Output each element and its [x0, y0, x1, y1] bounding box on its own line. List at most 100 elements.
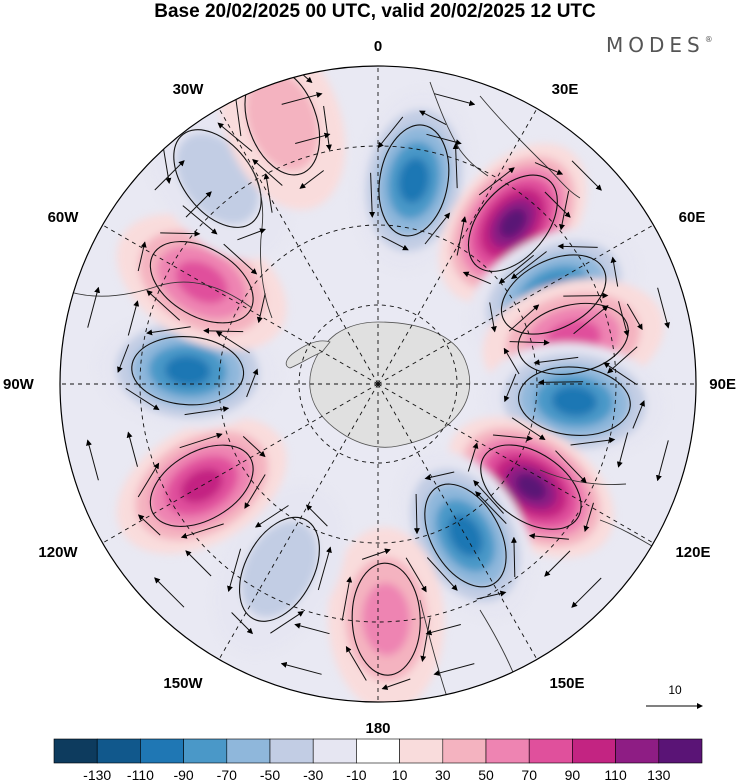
streamline-arrow [87, 286, 101, 328]
streamline-arrow [294, 622, 330, 635]
colorbar-tick-label: -130 [83, 767, 111, 783]
streamline-arrow [405, 557, 427, 593]
streamline-arrow [616, 432, 629, 468]
streamline-arrow [154, 160, 185, 191]
circulation-contour [131, 335, 245, 406]
streamline-arrow [559, 190, 570, 231]
colorbar-swatch [356, 738, 400, 764]
streamline-arrow [180, 523, 224, 539]
colorbar-tick-label: -70 [217, 767, 237, 783]
streamline-arrow [476, 590, 507, 600]
streamline-arrow [503, 347, 520, 375]
reference-vector-label: 10 [668, 683, 682, 697]
streamline-arrow [125, 387, 160, 411]
streamline-arrow [413, 493, 420, 535]
streamline-arrow [256, 293, 266, 324]
streamline-arrow [456, 216, 467, 256]
streamline-arrow [182, 205, 218, 235]
circulation-contour [467, 174, 558, 272]
streamline-arrow [270, 611, 305, 634]
streamline-arrow [240, 66, 265, 72]
streamline-arrow [571, 577, 602, 608]
streamline-arrow [557, 243, 598, 250]
colorbar-tick-label: -110 [127, 767, 154, 783]
colorbar-tick-label: 110 [604, 767, 627, 783]
colorbar-tick-label: 10 [392, 767, 408, 783]
streamline-arrow [655, 440, 669, 482]
modes-logo: MODES® [606, 33, 713, 57]
lon-label-30e: 30E [552, 81, 579, 98]
streamline-arrow [254, 505, 289, 528]
streamline-arrow [127, 300, 140, 336]
meridian-line [102, 224, 379, 385]
circulation-contour [480, 444, 582, 530]
antarctic-peninsula [285, 340, 331, 369]
streamline-arrow [341, 576, 353, 621]
colorbar-swatch [53, 738, 98, 764]
circulation-contour [424, 483, 507, 588]
streamline-arrow [217, 122, 253, 152]
streamline-arrow [203, 327, 244, 334]
circulation-contour [517, 302, 629, 375]
streamline-arrow [154, 577, 185, 608]
streamline-arrow [295, 132, 331, 144]
circulation-contour [500, 254, 607, 335]
streamline-arrow [426, 133, 462, 146]
streamline-arrow [426, 557, 458, 591]
lon-label-0: 0 [374, 38, 382, 55]
colorbar-swatch [615, 738, 660, 764]
lon-label-180: 180 [365, 720, 390, 737]
streamline-arrow [433, 663, 475, 676]
colorbar-tick-label: 130 [647, 767, 671, 783]
colorbar-swatch [96, 738, 141, 764]
streamline-arrow [184, 406, 230, 416]
colorbar-swatch [399, 738, 444, 764]
streamline-arrow [237, 228, 266, 241]
streamline-arrow [478, 167, 515, 196]
streamline-arrow [299, 170, 325, 189]
streamline-arrow [179, 432, 223, 449]
streamline-arrow [377, 116, 404, 149]
lon-label-120w: 120W [38, 544, 78, 561]
colorbar-tick-label: 70 [521, 767, 537, 783]
circulation-contour [239, 516, 320, 622]
streamline-arrow [573, 305, 609, 335]
colorbar-swatch [226, 738, 271, 764]
streamline-arrow [317, 546, 332, 591]
streamline-arrow [618, 301, 630, 337]
streamline-arrow [473, 480, 504, 514]
colorbar-swatch [572, 738, 616, 764]
streamline-arrow [185, 191, 212, 218]
streamline-arrow [117, 344, 130, 373]
colorbar-tick-label: -50 [260, 767, 280, 783]
meridian-line [218, 383, 379, 660]
streamline-arrow [146, 326, 191, 336]
streamline-arrow [508, 304, 540, 332]
lon-label-150w: 150W [163, 675, 203, 692]
map-title: Base 20/02/2025 00 UTC, valid 20/02/2025… [154, 1, 596, 22]
streamline-arrow [511, 536, 518, 578]
streamline-arrow [323, 105, 332, 151]
streamline-arrow [361, 548, 391, 560]
colorbar-tick-label: -30 [303, 767, 323, 783]
lon-label-60e: 60E [679, 209, 706, 226]
streamline-arrow [533, 356, 579, 366]
streamline-arrow [137, 241, 147, 272]
streamline-arrow [160, 230, 201, 237]
streamline-arrow [626, 303, 643, 331]
colorbar-tick-label: -90 [173, 767, 193, 783]
streamline-arrow [137, 514, 161, 536]
streamline-arrow [185, 550, 212, 577]
lon-label-90w: 90W [3, 376, 35, 393]
streamline-arrow [381, 235, 409, 251]
colorbar-tick-label: 50 [478, 767, 494, 783]
streamline-arrow [281, 92, 323, 105]
streamline-arrow [570, 437, 616, 446]
colorbar: -130 -110 -90 -70 -50 -30 -10 10 30 50 70 90 110 130 [53, 738, 703, 783]
meridian-line [218, 108, 379, 385]
lon-label-120e: 120E [675, 544, 710, 561]
streamline-arrow [571, 160, 602, 191]
streamline-arrow [424, 212, 451, 245]
colorbar-tick-label: -10 [346, 767, 366, 783]
circulation-contour [517, 366, 631, 436]
